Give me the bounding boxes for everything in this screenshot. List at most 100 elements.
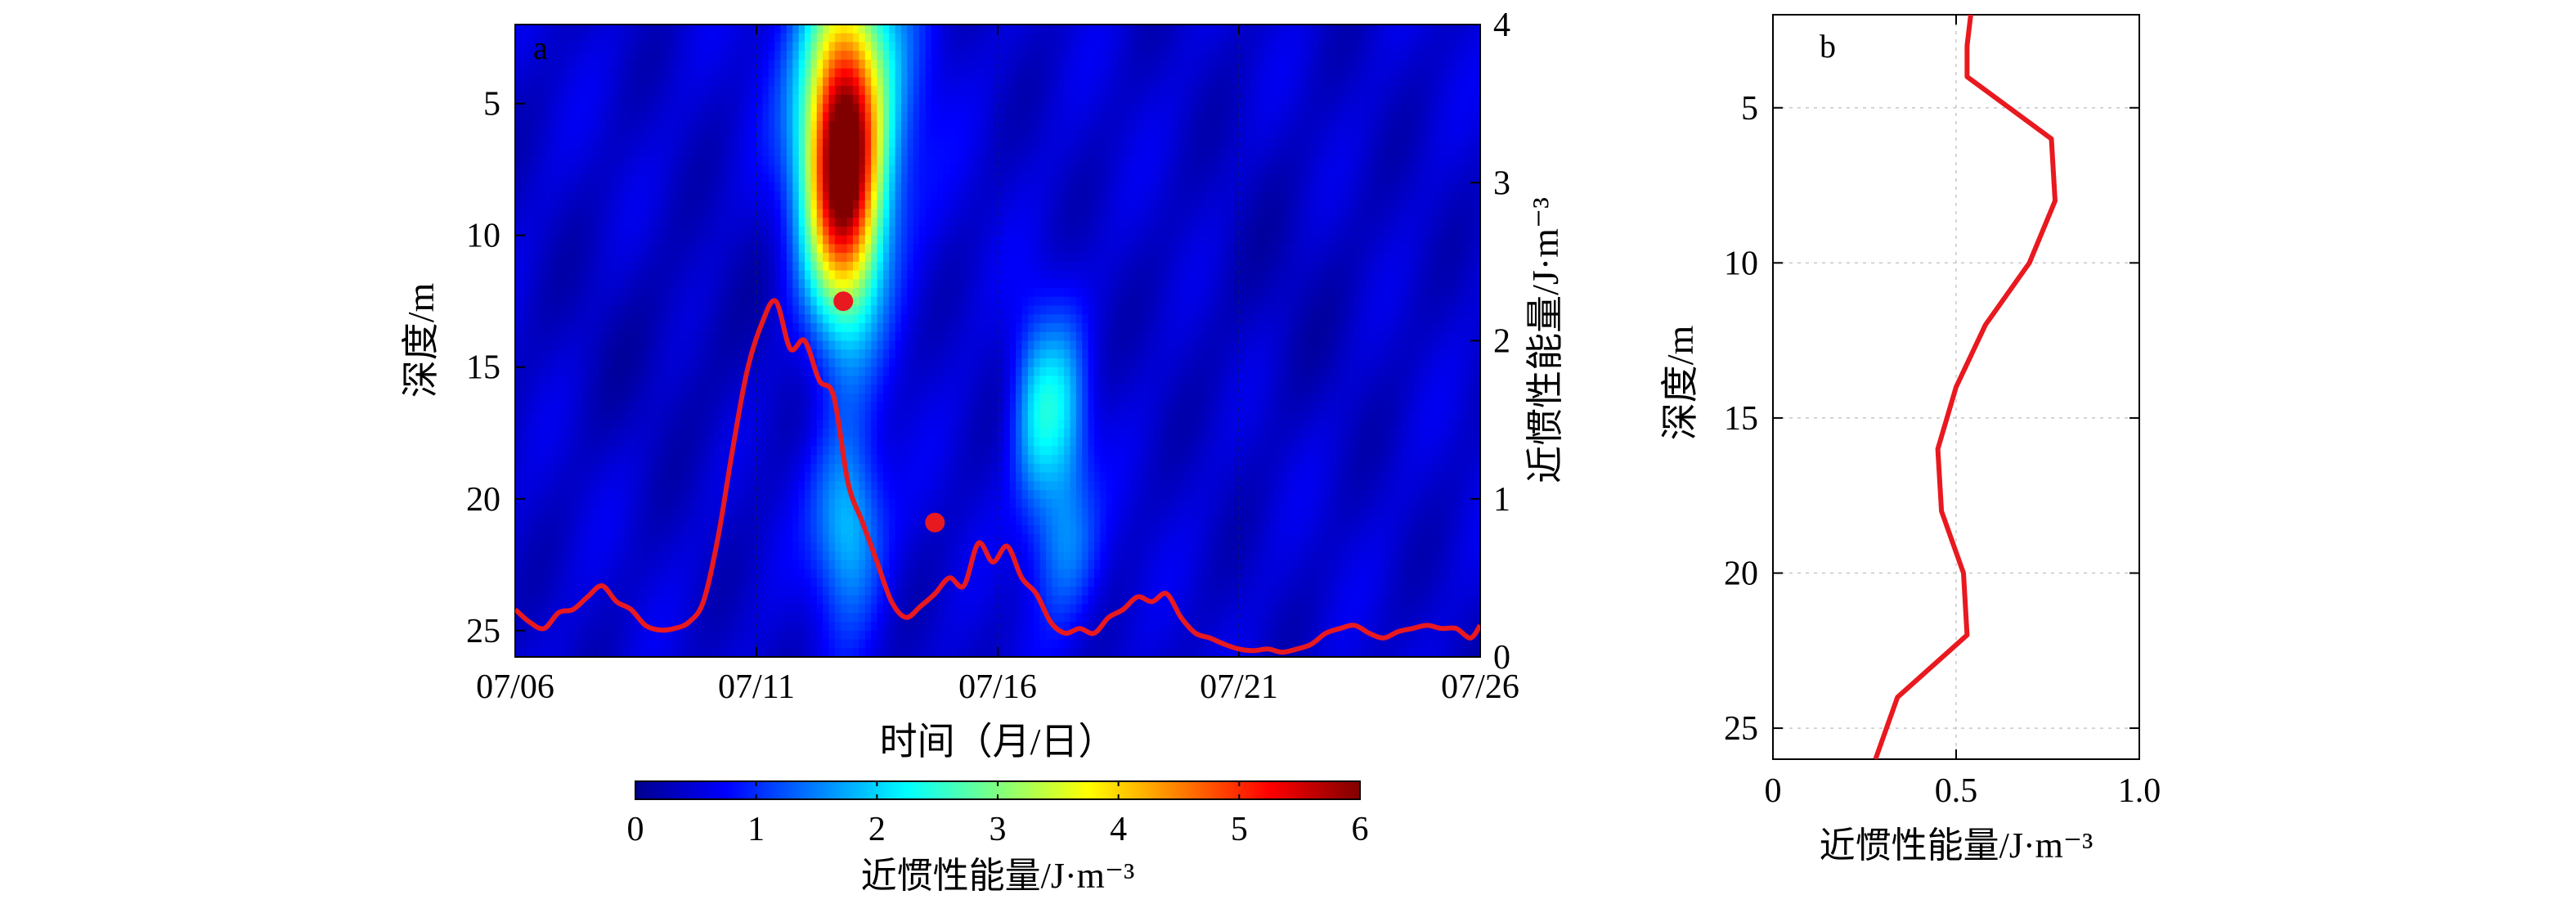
- heatmap-cell: [786, 33, 793, 43]
- heatmap-cell: [834, 533, 841, 544]
- heatmap-cell: [666, 542, 673, 552]
- heatmap-cell: [756, 533, 763, 544]
- heatmap-cell: [864, 156, 872, 166]
- heatmap-cell: [823, 542, 830, 552]
- heatmap-cell: [689, 129, 697, 140]
- heatmap-cell: [919, 595, 927, 605]
- heatmap-cell: [630, 305, 637, 315]
- heatmap-cell: [846, 94, 854, 105]
- heatmap-cell: [521, 182, 528, 192]
- heatmap-cell: [798, 578, 806, 587]
- heatmap-cell: [708, 173, 715, 183]
- heatmap-cell: [720, 226, 727, 236]
- heatmap-cell: [756, 226, 763, 236]
- heatmap-cell: [846, 112, 854, 122]
- heatmap-cell: [889, 420, 896, 430]
- heatmap-cell: [756, 59, 763, 70]
- heatmap-cell: [689, 33, 697, 43]
- heatmap-cell: [877, 411, 884, 421]
- heatmap-cell: [780, 463, 788, 474]
- heatmap-cell: [774, 524, 782, 535]
- heatmap-cell: [726, 358, 734, 368]
- heatmap-cell: [792, 578, 800, 587]
- heatmap-cell: [551, 209, 559, 218]
- heatmap-cell: [871, 376, 878, 385]
- heatmap-cell: [521, 103, 528, 113]
- heatmap-cell: [786, 455, 793, 465]
- heatmap-cell: [635, 507, 643, 517]
- heatmap-cell: [587, 455, 595, 465]
- heatmap-cell: [648, 138, 655, 148]
- heatmap-cell: [931, 182, 938, 192]
- heatmap-cell: [853, 542, 859, 552]
- heatmap-cell: [714, 235, 721, 245]
- heatmap-cell: [545, 235, 552, 245]
- heatmap-cell: [913, 376, 920, 385]
- heatmap-cell: [653, 507, 661, 517]
- heatmap-cell: [828, 358, 836, 368]
- heatmap-cell: [846, 437, 854, 447]
- heatmap-cell: [684, 164, 691, 175]
- heatmap-cell: [907, 622, 914, 632]
- heatmap-cell: [864, 77, 872, 87]
- heatmap-cell: [846, 630, 854, 641]
- heatmap-cell: [834, 112, 841, 122]
- heatmap-cell: [744, 296, 752, 307]
- heatmap-cell: [798, 164, 806, 175]
- heatmap-cell: [768, 314, 775, 324]
- heatmap-cell: [684, 524, 691, 535]
- heatmap-cell: [648, 604, 655, 614]
- heatmap-cell: [635, 587, 643, 596]
- heatmap-cell: [823, 296, 830, 307]
- heatmap-cell: [805, 507, 811, 517]
- heatmap-cell: [551, 402, 559, 412]
- heatmap-cell: [714, 25, 721, 34]
- heatmap-cell: [702, 121, 709, 131]
- heatmap-cell: [931, 129, 938, 140]
- heatmap-cell: [623, 279, 631, 289]
- heatmap-cell: [666, 323, 673, 333]
- heatmap-cell: [689, 578, 697, 587]
- heatmap-cell: [756, 560, 763, 570]
- heatmap-cell: [702, 296, 709, 307]
- heatmap-cell: [805, 420, 811, 430]
- heatmap-cell: [696, 138, 703, 148]
- heatmap-cell: [895, 296, 902, 307]
- heatmap-cell: [599, 94, 607, 105]
- heatmap-cell: [569, 235, 577, 245]
- heatmap-cell: [919, 33, 927, 43]
- heatmap-cell: [895, 393, 902, 403]
- heatmap-cell: [653, 639, 661, 649]
- heatmap-cell: [684, 235, 691, 245]
- heatmap-cell: [919, 200, 927, 210]
- heatmap-cell: [720, 279, 727, 289]
- heatmap-cell: [581, 376, 589, 385]
- heatmap-cell: [581, 25, 589, 34]
- heatmap-cell: [901, 103, 908, 113]
- heatmap-cell: [653, 288, 661, 298]
- heatmap-cell: [786, 446, 793, 456]
- heatmap-cell: [630, 138, 637, 148]
- heatmap-cell: [696, 25, 703, 34]
- heatmap-cell: [834, 340, 841, 350]
- heatmap-cell: [901, 305, 908, 315]
- heatmap-cell: [834, 279, 841, 289]
- heatmap-cell: [913, 147, 920, 157]
- heatmap-cell: [671, 86, 679, 96]
- heatmap-cell: [557, 587, 564, 596]
- heatmap-cell: [889, 270, 896, 280]
- heatmap-cell: [666, 288, 673, 298]
- heatmap-cell: [895, 331, 902, 342]
- heatmap-cell: [569, 560, 577, 570]
- heatmap-cell: [617, 385, 625, 394]
- heatmap-cell: [575, 314, 582, 324]
- heatmap-cell: [630, 218, 637, 227]
- heatmap-cell: [780, 340, 788, 350]
- heatmap-cell: [828, 411, 836, 421]
- heatmap-cell: [931, 270, 938, 280]
- heatmap-cell: [666, 68, 673, 79]
- heatmap-cell: [575, 587, 582, 596]
- heatmap-cell: [925, 533, 932, 544]
- heatmap-cell: [563, 121, 570, 131]
- heatmap-cell: [630, 472, 637, 482]
